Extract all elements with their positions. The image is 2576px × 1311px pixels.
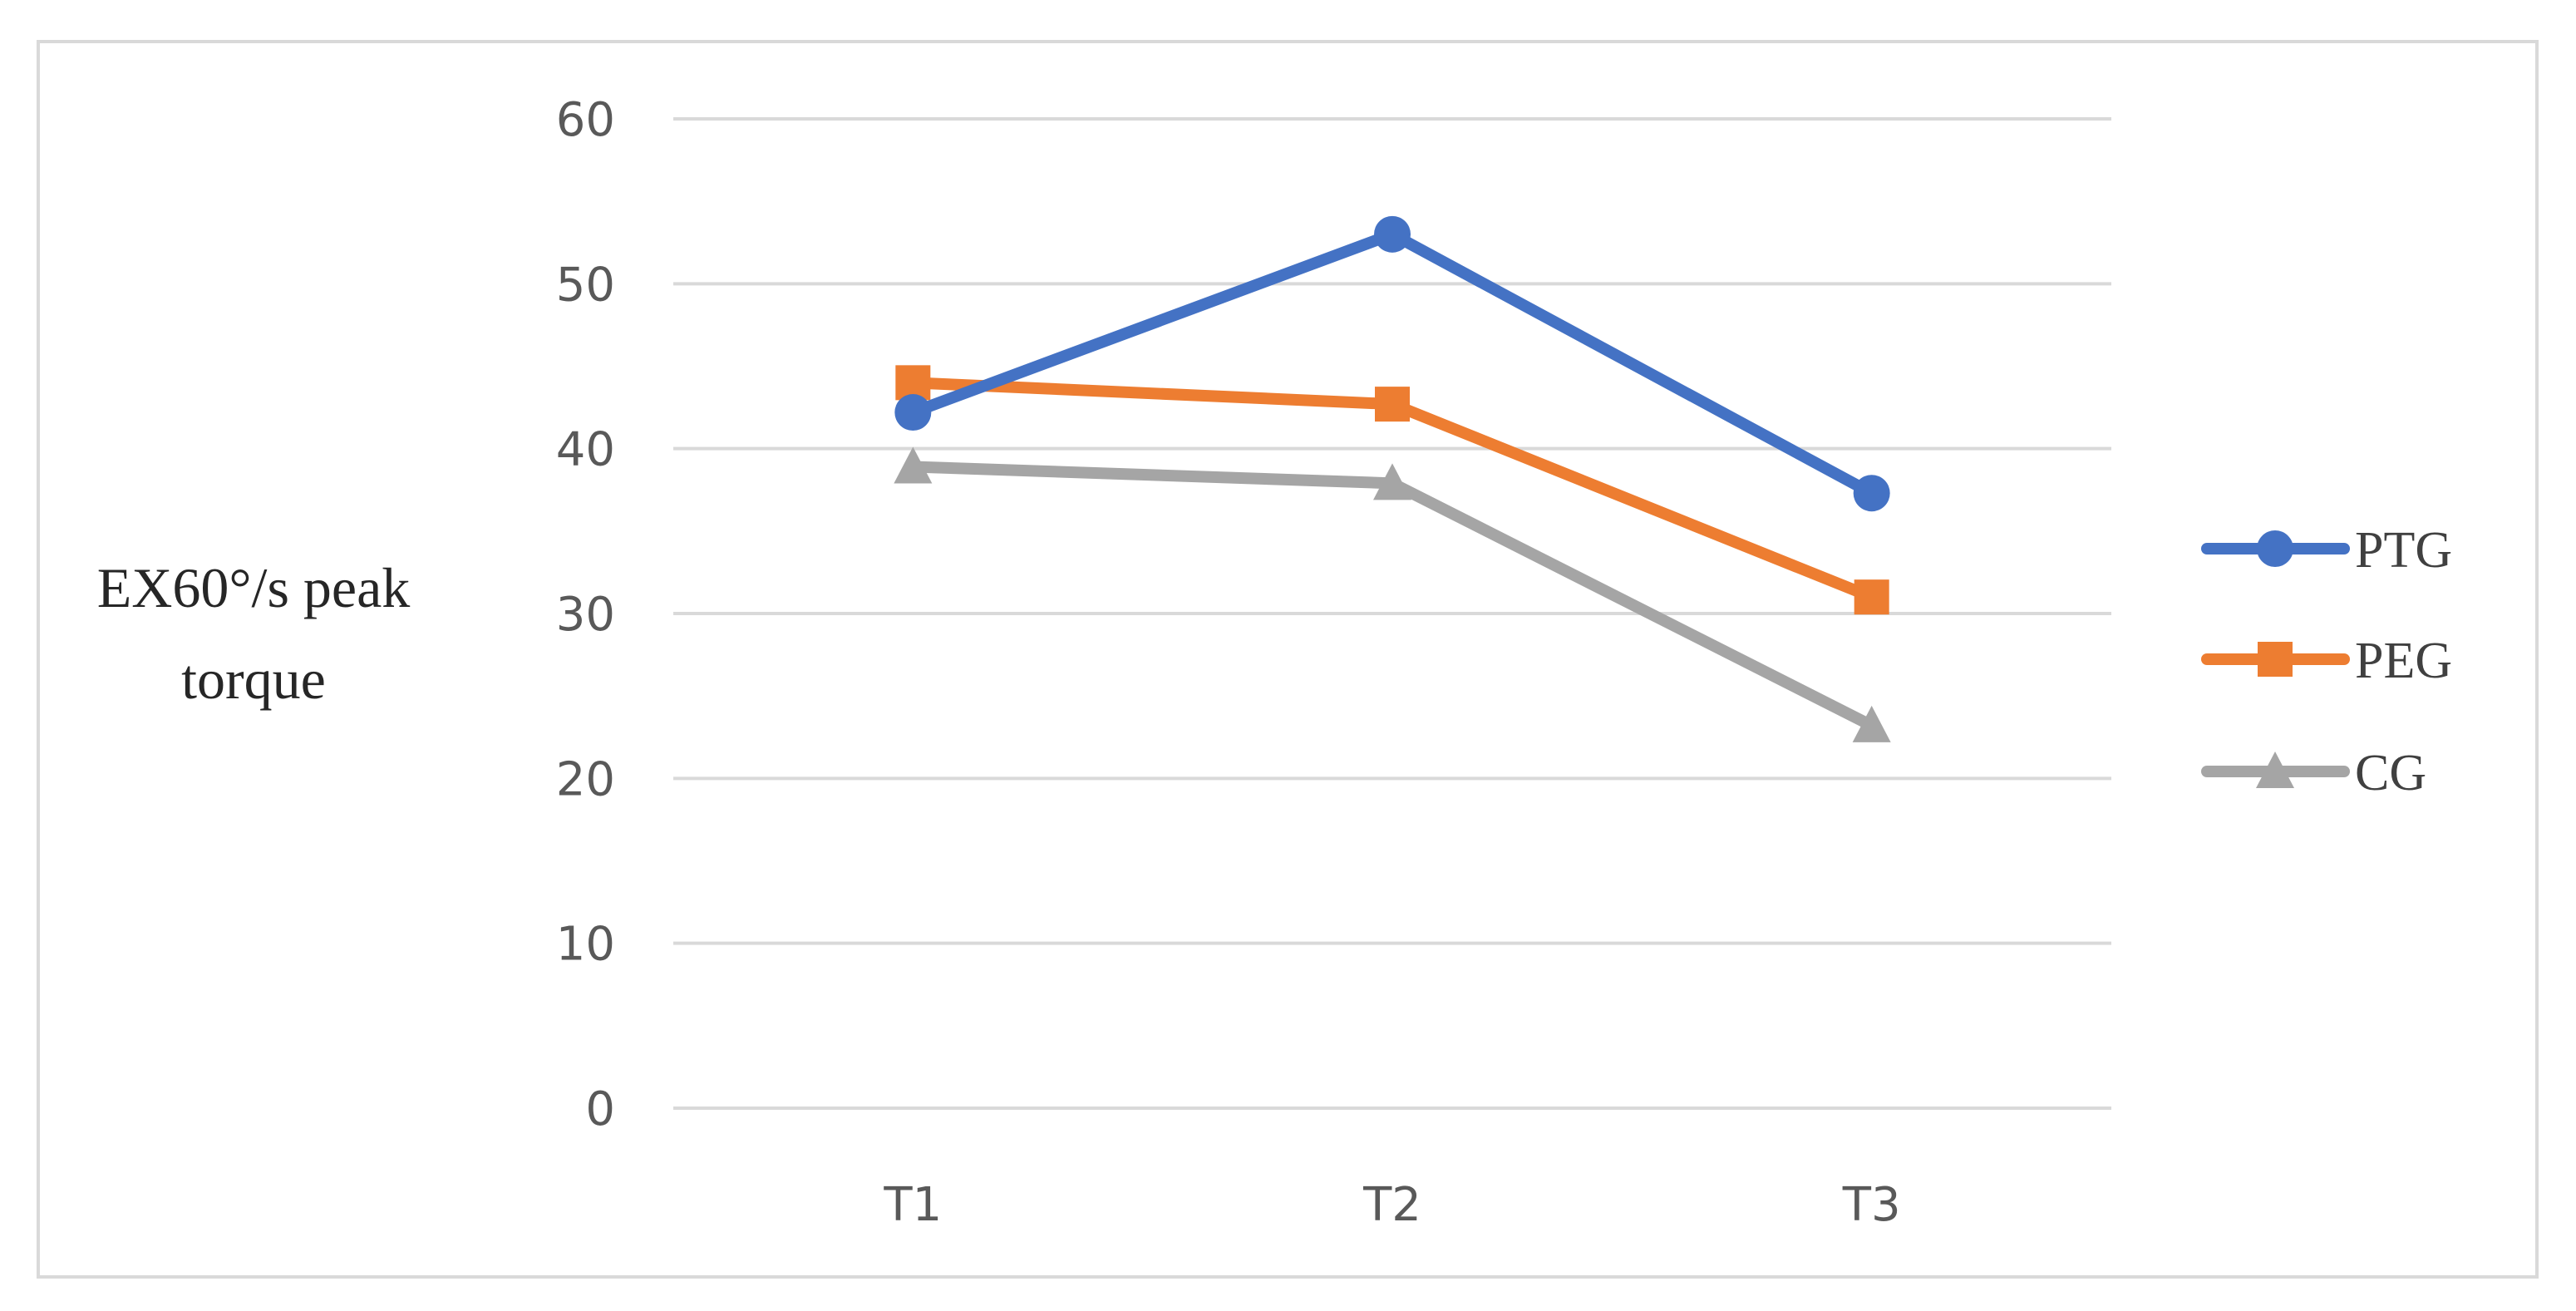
series-lines (894, 215, 1891, 742)
y-tick-label: 0 (585, 1082, 615, 1136)
data-point-peg (1375, 387, 1410, 422)
data-point-ptg (894, 394, 932, 431)
data-point-cg (1852, 705, 1891, 742)
legend-marker-ptg (2257, 530, 2293, 567)
series-line-cg (907, 461, 1878, 732)
x-tick-label: T2 (1362, 1178, 1421, 1232)
y-axis-label: EX60°/s peak torque (97, 556, 411, 711)
legend-label: PEG (2355, 633, 2452, 689)
series-peg (895, 365, 1889, 615)
x-axis-ticks: T1 T2 T3 (883, 1178, 1900, 1232)
legend-label: PTG (2355, 522, 2452, 579)
legend: PTG PEG CG (2201, 522, 2452, 801)
gridlines (673, 117, 2111, 1110)
x-tick-label: T1 (883, 1178, 942, 1232)
x-tick-label: T3 (1842, 1178, 1901, 1232)
data-point-ptg (1374, 215, 1411, 253)
y-tick-label: 30 (556, 588, 615, 642)
y-tick-label: 10 (556, 918, 615, 972)
data-point-ptg (1853, 475, 1890, 512)
legend-item-peg: PEG (2201, 633, 2452, 689)
y-tick-label: 50 (556, 258, 615, 312)
data-point-peg (1854, 579, 1889, 615)
series-line-ptg (907, 228, 1878, 500)
y-tick-label: 20 (556, 752, 615, 806)
legend-marker-peg (2258, 642, 2293, 677)
series-ptg (894, 215, 1890, 512)
data-point-cg (1373, 463, 1411, 500)
y-axis-label-line-2: torque (181, 648, 326, 711)
legend-item-ptg: PTG (2201, 522, 2452, 579)
series-cg (894, 446, 1891, 742)
legend-marker-cg (2256, 752, 2294, 788)
y-axis-ticks: 0 10 20 30 40 50 60 (556, 93, 615, 1136)
legend-label: CG (2355, 745, 2426, 801)
chart-frame (37, 40, 2539, 1279)
y-tick-label: 60 (556, 93, 615, 147)
legend-item-cg: CG (2201, 745, 2426, 801)
y-axis-label-line-1: EX60°/s peak (97, 556, 411, 619)
data-point-cg (894, 446, 933, 484)
y-tick-label: 40 (556, 423, 615, 477)
